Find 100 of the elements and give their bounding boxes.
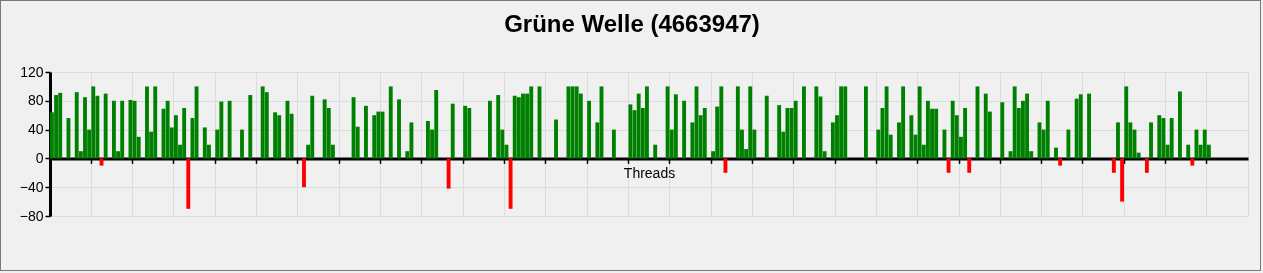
bar <box>1190 158 1195 166</box>
bar <box>1000 102 1005 159</box>
y-tick-label: 40 <box>27 121 44 138</box>
bar <box>1087 93 1091 159</box>
bar <box>653 144 658 159</box>
bar <box>219 101 224 159</box>
bar <box>1161 118 1166 159</box>
y-tick-label: 80 <box>27 92 44 109</box>
bar <box>793 100 798 159</box>
bar <box>814 86 819 159</box>
bar <box>777 105 782 159</box>
bar <box>946 158 951 173</box>
bar <box>901 86 906 159</box>
bar <box>248 95 253 159</box>
bar <box>1025 93 1030 159</box>
y-tick-label: −40 <box>19 178 44 195</box>
bar <box>764 95 769 159</box>
bar <box>1186 144 1191 159</box>
bar <box>372 115 377 159</box>
bar <box>723 158 728 173</box>
bar <box>521 93 525 159</box>
bar <box>463 105 468 159</box>
bar <box>165 100 170 159</box>
bar <box>240 129 244 159</box>
bar <box>983 93 988 159</box>
bar <box>636 93 641 159</box>
bar <box>1045 100 1050 159</box>
bar <box>719 86 724 159</box>
bar <box>512 95 517 159</box>
bar <box>950 100 955 159</box>
bar <box>111 100 116 159</box>
bar <box>884 86 889 159</box>
bar <box>925 100 930 159</box>
bar <box>132 100 137 159</box>
bar <box>446 158 451 189</box>
bar <box>1058 158 1063 166</box>
bar <box>665 86 670 159</box>
y-tick-label: −80 <box>19 207 44 224</box>
bar <box>1012 86 1017 159</box>
bar <box>1116 122 1120 159</box>
bar <box>1054 147 1058 159</box>
bar <box>1066 129 1071 159</box>
bar <box>194 86 199 159</box>
bar <box>785 108 790 159</box>
bar <box>628 104 633 159</box>
bar <box>322 99 327 159</box>
bar <box>917 86 922 159</box>
bar <box>186 158 191 209</box>
bar <box>1124 86 1129 159</box>
bar <box>516 97 521 159</box>
bar <box>644 86 649 159</box>
bar <box>450 103 455 159</box>
bar <box>1149 122 1153 159</box>
bar <box>302 158 306 188</box>
bar <box>587 100 592 159</box>
bar <box>967 158 972 173</box>
bar <box>310 95 315 159</box>
bar <box>843 86 848 159</box>
bar <box>388 86 393 159</box>
bar <box>748 86 753 159</box>
bar <box>202 127 207 159</box>
bar <box>673 94 678 159</box>
bar <box>909 115 914 159</box>
bar <box>529 86 534 159</box>
bar <box>1144 158 1149 173</box>
bar <box>434 90 439 159</box>
bar <box>182 108 187 159</box>
bar <box>227 100 232 159</box>
bar <box>376 111 381 159</box>
y-tick-label: 120 <box>20 63 44 80</box>
bar <box>54 95 59 159</box>
bar <box>397 99 401 159</box>
bar <box>467 108 472 159</box>
bar <box>487 100 492 159</box>
bar <box>1169 118 1174 159</box>
bar <box>153 86 158 159</box>
bar <box>58 92 63 159</box>
bar <box>1111 158 1116 173</box>
bar <box>273 112 278 159</box>
bar <box>611 129 616 159</box>
bar <box>702 108 707 159</box>
bar <box>496 95 501 159</box>
bar <box>91 86 96 159</box>
bar <box>839 86 844 159</box>
bar <box>74 92 79 159</box>
bar <box>1202 129 1207 159</box>
bar <box>145 86 149 159</box>
bar <box>103 93 108 159</box>
bar <box>963 108 968 159</box>
y-tick-label: 0 <box>35 149 44 166</box>
bar <box>277 115 282 159</box>
bar <box>863 86 868 159</box>
bar <box>934 108 939 159</box>
bar <box>1074 98 1079 159</box>
chart-title: Grüne Welle (4663947) <box>504 10 760 37</box>
bar <box>173 115 178 159</box>
bar <box>351 97 356 159</box>
bar <box>574 86 579 159</box>
bar <box>426 120 430 159</box>
bar <box>83 97 87 159</box>
